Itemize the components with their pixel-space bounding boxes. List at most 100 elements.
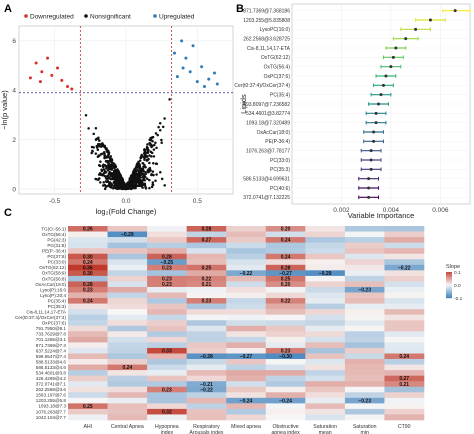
heatmap-cell [305, 325, 346, 332]
upregulated-point [195, 80, 199, 84]
importance-point [453, 9, 457, 13]
heatmap-cell [107, 292, 148, 299]
heatmap-cell [384, 237, 425, 243]
heatmap-cell [226, 242, 267, 249]
heatmap-cell [68, 320, 108, 327]
importance-point [384, 74, 388, 78]
heatmap-cell-value: 0.22 [202, 276, 212, 282]
nonsignificant-point [154, 179, 157, 182]
heatmap-cell [265, 336, 306, 343]
volcano-y-tick-label: 6 [12, 38, 16, 45]
legend-label: Nonsignificant [90, 13, 131, 20]
heatmap-legend-swatch [446, 272, 452, 274]
heatmap-cell [107, 359, 148, 365]
nonsignificant-point [104, 175, 108, 179]
heatmap-cell-value: 0.28 [83, 282, 93, 288]
heatmap-row-label: TG(O:-56:1) [41, 226, 66, 231]
heatmap-cell [344, 259, 385, 266]
importance-point [369, 167, 373, 171]
heatmap-cell [186, 336, 227, 343]
importance-point [391, 55, 395, 59]
heatmap-cell [147, 314, 187, 321]
heatmap-cell [68, 309, 108, 315]
nonsignificant-point [101, 144, 105, 148]
heatmap-cell [68, 226, 108, 232]
downregulated-point [56, 66, 60, 70]
heatmap-cell-value: −0.24 [279, 398, 292, 404]
heatmap-cell [186, 253, 227, 260]
nonsignificant-point [112, 184, 116, 188]
heatmap-cell-value: −0.22 [240, 271, 253, 277]
volcano-legend: Downregulated Nonsignificant Upregulated [24, 13, 195, 20]
heatmap-column-label-line: mean [319, 430, 332, 434]
nonsignificant-point [142, 176, 146, 179]
heatmap-cells: 0.26 0.28 0.20−0.290.27 0.240.30 0.28 0.240.2… [68, 226, 425, 421]
nonsignificant-point [102, 163, 105, 167]
heatmap-cell [226, 403, 267, 410]
heatmap-cell [226, 414, 267, 421]
volcano-y-tick-label: 0 [12, 186, 16, 193]
upregulated-point [180, 39, 184, 43]
heatmap-cell [384, 259, 425, 266]
heatmap-cell-value: 0.27 [202, 238, 212, 244]
heatmap-cell [305, 359, 346, 365]
nonsignificant-point [133, 177, 137, 181]
heatmap-legend-swatch [446, 283, 452, 286]
nonsignificant-point [98, 139, 101, 142]
nonsignificant-point [116, 182, 119, 186]
heatmap-cell [344, 292, 385, 299]
heatmap-cell [305, 292, 346, 299]
heatmap-cell [226, 314, 267, 321]
heatmap-cell [265, 275, 306, 282]
heatmap-cell [384, 286, 425, 293]
volcano-x-tick-label: 0.0 [121, 198, 130, 205]
heatmap-cell [344, 414, 385, 421]
importance-category-label: 1076.263@7.78177 [246, 148, 290, 154]
heatmap-cell [265, 292, 306, 299]
heatmap-cell [265, 264, 306, 271]
nonsignificant-point [111, 161, 115, 165]
heatmap-row-label: 871.7369@7.3 [36, 343, 67, 348]
upregulated-point [175, 75, 179, 79]
importance-point [367, 195, 371, 199]
heatmap-cell [186, 292, 227, 299]
nonsignificant-point [96, 143, 100, 146]
heatmap-cell [107, 281, 148, 288]
heatmap-cell [344, 270, 385, 277]
nonsignificant-point [112, 171, 115, 175]
nonsignificant-point [94, 127, 98, 130]
heatmap-cell [186, 248, 227, 255]
heatmap-cell [344, 264, 385, 271]
panel-c-letter: C [4, 207, 12, 219]
heatmap-cell [226, 264, 267, 271]
heatmap-cell [147, 408, 187, 415]
heatmap-cell [344, 392, 385, 399]
nonsignificant-point [143, 152, 146, 155]
nonsignificant-point [151, 183, 154, 186]
heatmap-cell [186, 370, 227, 376]
heatmap-cell [305, 336, 346, 343]
heatmap-column-label: Hypopnea index [155, 424, 179, 434]
heatmap-cell [226, 331, 267, 338]
heatmap-column-label-line: Saturation [313, 424, 337, 430]
heatmap-cell [226, 281, 267, 288]
importance-marks [358, 8, 471, 200]
heatmap-cell [305, 392, 346, 399]
importance-category-label: OxAcCar(18:0) [257, 130, 291, 136]
heatmap-cell-value: 0.23 [162, 282, 172, 288]
heatmap-cell [305, 242, 346, 249]
importance-point [372, 130, 376, 134]
nonsignificant-point [149, 169, 152, 172]
importance-point [404, 37, 408, 41]
heatmap-row-label: 426.4269@4.2 [36, 376, 67, 381]
nonsignificant-point [105, 167, 108, 170]
heatmap-cell [384, 242, 425, 249]
nonsignificant-point [97, 136, 100, 140]
heatmap-cell [305, 303, 346, 310]
nonsignificant-point [106, 169, 110, 172]
heatmap-cell [107, 336, 148, 343]
heatmap-cell-value: 0.24 [83, 260, 93, 266]
heatmap-cell [107, 264, 148, 271]
heatmap-cell [305, 403, 346, 410]
